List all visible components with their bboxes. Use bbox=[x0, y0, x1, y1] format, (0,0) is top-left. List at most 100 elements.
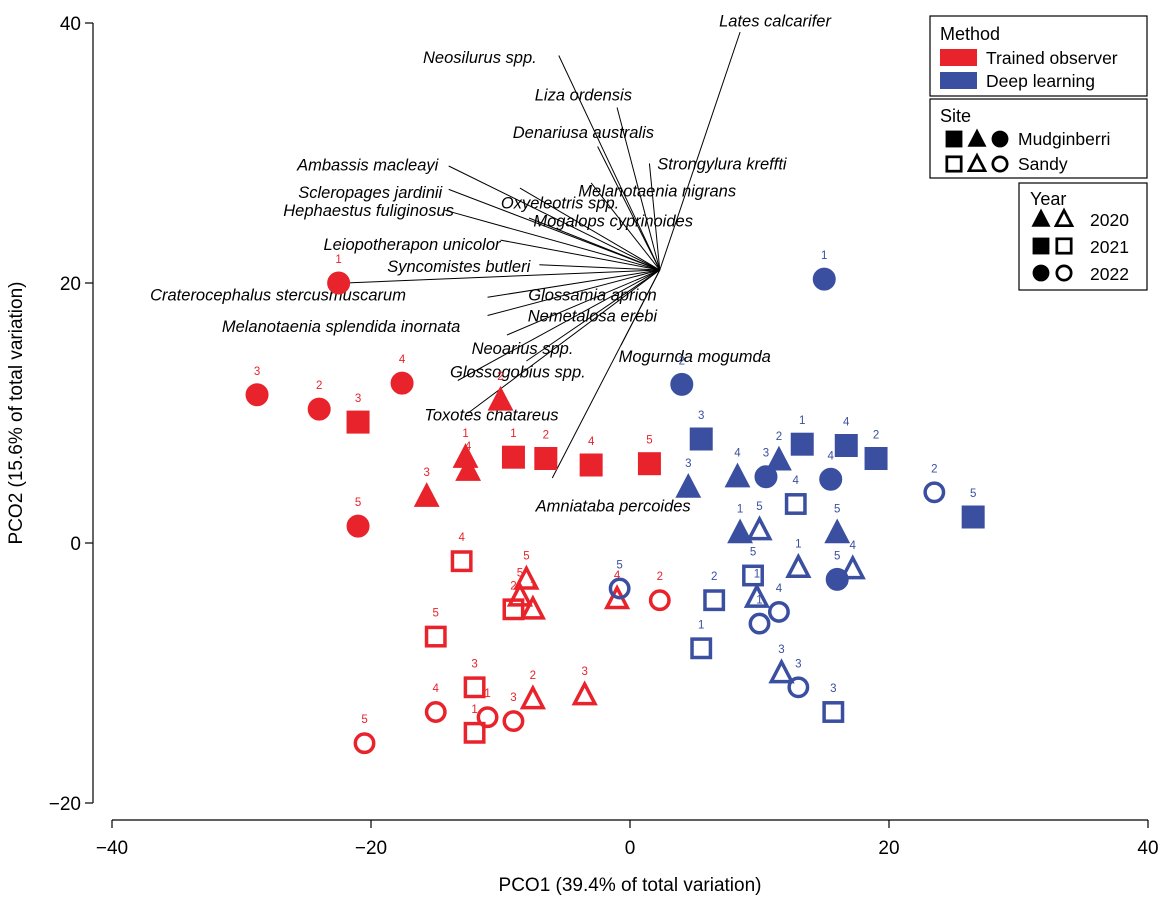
point-deep-learning-mudginberri-2022-2 bbox=[670, 372, 694, 396]
vector-ambassis-macleayi bbox=[448, 165, 661, 271]
vector-label-melanotaenia-nigrans: Melanotaenia nigrans bbox=[578, 183, 736, 201]
point-trained-observer-mudginberri-2021-3 bbox=[346, 410, 370, 434]
x-tick-label: 40 bbox=[1137, 838, 1158, 859]
point-label: 3 bbox=[254, 366, 260, 378]
vector-nemetalosa-erebi bbox=[487, 269, 660, 316]
point-label: 4 bbox=[465, 441, 472, 453]
legend-site-sandy-triangle-icon bbox=[966, 152, 988, 173]
vector-mogalops-cyprinoides bbox=[528, 217, 660, 271]
vector-melanotaenia-nigrans bbox=[590, 182, 661, 271]
point-trained-observer-sandy-2022-5 bbox=[353, 732, 376, 755]
point-trained-observer-sandy-2022-1 bbox=[476, 706, 499, 729]
point-label: 2 bbox=[776, 431, 782, 443]
vector-label-hephaestus-fuliginosus: Hephaestus fuliginosus bbox=[283, 202, 454, 220]
point-trained-observer-mudginberri-2020-4 bbox=[455, 456, 482, 481]
point-deep-learning-sandy-2022-3 bbox=[787, 676, 810, 699]
legend-site-sandy-circle-icon bbox=[991, 155, 1009, 173]
point-label: 2 bbox=[873, 430, 879, 442]
point-deep-learning-sandy-2022-1 bbox=[748, 612, 771, 635]
point-label: 5 bbox=[517, 567, 523, 579]
point-label: 4 bbox=[588, 436, 595, 448]
point-label: 1 bbox=[484, 688, 490, 700]
point-trained-observer-sandy-2021-4 bbox=[450, 550, 473, 573]
point-trained-observer-sandy-2020-2 bbox=[519, 684, 546, 710]
point-label: 2 bbox=[711, 571, 717, 583]
vector-label-neoarius-spp: Neoarius spp. bbox=[472, 340, 574, 358]
point-label: 1 bbox=[754, 569, 760, 581]
y-tick-label: 20 bbox=[60, 274, 81, 295]
vector-label-glossogobius-spp: Glossogobius spp. bbox=[450, 363, 586, 381]
legend-year-entry: 2020 bbox=[1090, 210, 1129, 230]
vector-label-liza-ordensis: Liza ordensis bbox=[535, 87, 632, 105]
point-label: 5 bbox=[756, 501, 762, 513]
point-deep-learning-mudginberri-2022-3 bbox=[754, 465, 778, 489]
legend-year-open-square-icon bbox=[1055, 237, 1073, 255]
legend-site-sandy-square-icon bbox=[945, 155, 963, 173]
point-trained-observer-sandy-2022-4 bbox=[424, 701, 447, 723]
point-trained-observer-sandy-2022-3 bbox=[502, 710, 525, 733]
legend-year-filled-circle-icon bbox=[1032, 264, 1050, 282]
point-deep-learning-mudginberri-2020-3 bbox=[675, 473, 702, 498]
vector-label-craterocephalus-stercusmuscarum: Craterocephalus stercusmuscarum bbox=[150, 287, 406, 305]
legend-site-box bbox=[929, 98, 1148, 179]
point-trained-observer-mudginberri-2021-1 bbox=[501, 445, 525, 469]
y-axis-title: PCO2 (15.6% of total variation) bbox=[6, 282, 27, 545]
legend-site-entry: Sandy bbox=[1018, 154, 1068, 174]
legend-year: Year 2020 2021 2022 bbox=[1018, 182, 1148, 291]
vector-label-leiopotherapon-unicolor: Leiopotherapon unicolor bbox=[323, 236, 502, 254]
point-label: 1 bbox=[471, 704, 477, 716]
vector-label-oxyeleotris-spp: Oxyeleotris spp. bbox=[501, 194, 619, 212]
x-tick-label: 20 bbox=[878, 838, 899, 859]
point-label: 3 bbox=[355, 393, 361, 405]
point-label: 4 bbox=[843, 417, 850, 429]
point-label: 1 bbox=[335, 254, 341, 266]
point-label: 3 bbox=[778, 644, 784, 656]
point-label: 1 bbox=[530, 580, 536, 592]
vector-denariusa-australis bbox=[597, 146, 661, 271]
point-label: 5 bbox=[616, 560, 622, 572]
point-trained-observer-sandy-2020-1 bbox=[519, 594, 546, 620]
vector-neosilurus-spp bbox=[558, 55, 661, 271]
point-label: 3 bbox=[685, 458, 691, 470]
legend-year-open-circle-icon bbox=[1055, 264, 1073, 282]
point-label: 5 bbox=[523, 550, 529, 562]
legend-site-title: Site bbox=[940, 106, 971, 126]
point-deep-learning-sandy-2020-5 bbox=[746, 515, 773, 541]
point-label: 5 bbox=[834, 550, 840, 562]
point-label: 5 bbox=[433, 608, 439, 620]
legend-method: Method Trained observer Deep learning bbox=[929, 15, 1148, 97]
point-trained-observer-mudginberri-2022-3 bbox=[245, 383, 269, 407]
y-tick-label: −20 bbox=[49, 794, 81, 815]
legend-swatch-deep-learning bbox=[940, 72, 977, 89]
point-deep-learning-mudginberri-2022-1 bbox=[812, 267, 836, 291]
point-trained-observer-mudginberri-2022-5 bbox=[346, 514, 370, 538]
vector-label-mogalops-cyprinoides: Mogalops cyprinoides bbox=[533, 213, 693, 231]
vector-label-melanotaenia-splendida-inornata: Melanotaenia splendida inornata bbox=[222, 318, 461, 336]
vector-amniataba-percoides bbox=[551, 269, 661, 479]
vector-label-neosilurus-spp: Neosilurus spp. bbox=[423, 49, 537, 67]
point-label: 4 bbox=[399, 354, 406, 366]
point-label: 3 bbox=[423, 467, 429, 479]
vector-label-denariusa-australis: Denariusa australis bbox=[513, 124, 654, 142]
point-label: 2 bbox=[497, 371, 503, 383]
vector-scleropages-jardinii bbox=[448, 188, 660, 271]
point-label: 5 bbox=[646, 435, 652, 447]
point-label: 1 bbox=[510, 428, 516, 440]
point-label: 1 bbox=[462, 428, 468, 440]
point-label: 1 bbox=[698, 619, 704, 631]
vector-strongylura-kreffti bbox=[648, 163, 661, 271]
vector-hephaestus-fuliginosus bbox=[444, 209, 660, 271]
point-trained-observer-mudginberri-2022-1 bbox=[327, 271, 351, 295]
point-label: 3 bbox=[698, 410, 704, 422]
point-label: 4 bbox=[828, 450, 835, 462]
y-tick-label: 0 bbox=[70, 534, 81, 555]
point-deep-learning-mudginberri-2021-3 bbox=[689, 427, 713, 451]
legend-method-entry: Trained observer bbox=[986, 48, 1118, 68]
legend-year-open-triangle-icon bbox=[1053, 207, 1075, 228]
point-deep-learning-sandy-2020-3 bbox=[768, 658, 795, 684]
species-vectors: Lates calcarifer Neosilurus spp. Liza orde… bbox=[150, 12, 832, 515]
legend-year-entry: 2022 bbox=[1090, 264, 1129, 284]
point-label: 4 bbox=[433, 683, 440, 695]
vector-leiopotherapon-unicolor bbox=[500, 239, 660, 271]
